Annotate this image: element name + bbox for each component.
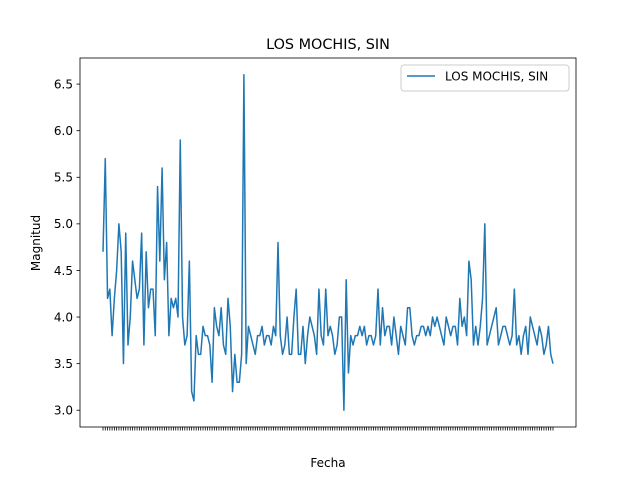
x-axis-label: Fecha [310, 456, 345, 470]
y-tick-label: 3.5 [54, 357, 73, 371]
series-line-los-mochis [102, 74, 554, 411]
y-tick-label: 5.5 [54, 171, 73, 185]
y-tick-label: 5.0 [54, 217, 73, 231]
legend-box [400, 64, 570, 92]
y-axis-label: Magnitud [29, 215, 43, 271]
y-tick-label: 6.0 [54, 124, 73, 138]
chart-title: LOS MOCHIS, SIN [266, 37, 390, 53]
y-axis-ticks: 3.0 3.5 4.0 4.5 5.0 5.5 6.0 6.5 [54, 77, 80, 418]
x-axis-ticks [102, 427, 554, 431]
y-tick-label: 4.5 [54, 264, 73, 278]
legend-label: LOS MOCHIS, SIN [445, 70, 548, 84]
y-tick-label: 4.0 [54, 310, 73, 324]
y-tick-label: 6.5 [54, 77, 73, 91]
plot-background [80, 58, 576, 427]
plot-frame [79, 57, 577, 428]
plot-area: 3.0 3.5 4.0 4.5 5.0 5.5 6.0 6.5 [54, 57, 577, 431]
y-tick-label: 3.0 [54, 404, 73, 418]
legend: LOS MOCHIS, SIN [400, 64, 570, 92]
